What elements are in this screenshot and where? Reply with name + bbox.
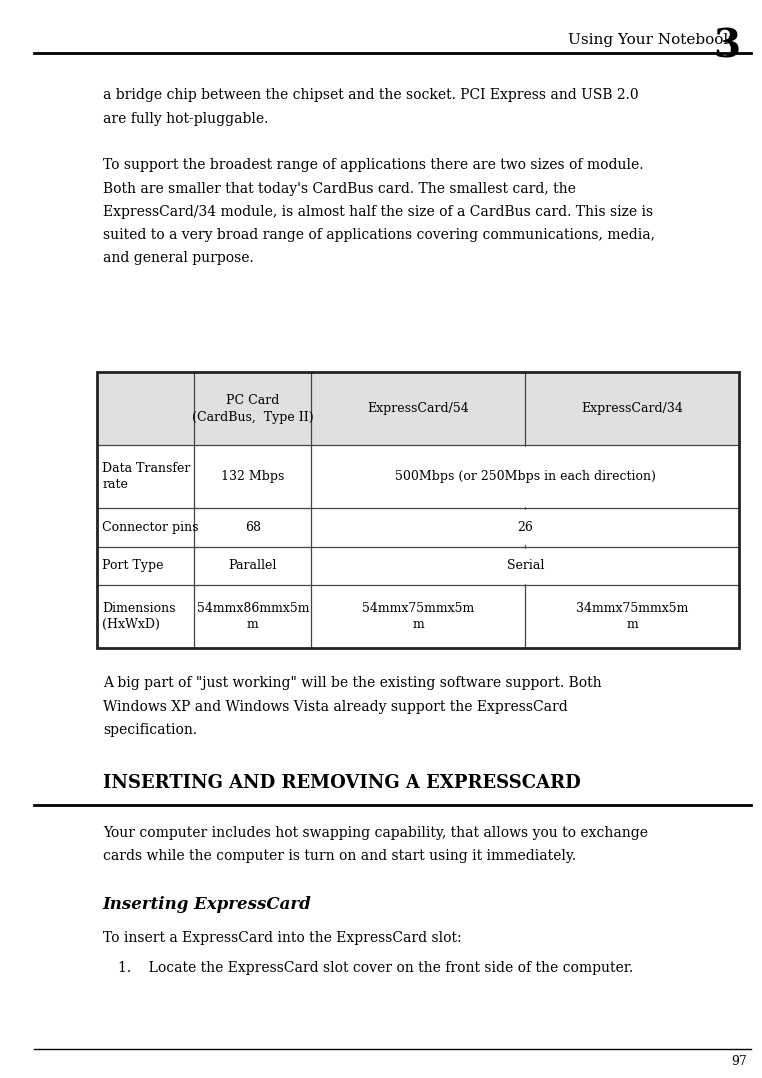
Bar bbox=[97, 372, 739, 648]
Text: Data Transfer
rate: Data Transfer rate bbox=[102, 461, 190, 492]
Text: PC Card
(CardBus,  Type II): PC Card (CardBus, Type II) bbox=[192, 393, 314, 424]
Text: Inserting ExpressCard: Inserting ExpressCard bbox=[103, 896, 312, 913]
Text: 500Mbps (or 250Mbps in each direction): 500Mbps (or 250Mbps in each direction) bbox=[395, 470, 655, 483]
Text: Using Your Notebook: Using Your Notebook bbox=[568, 33, 733, 46]
Text: cards while the computer is turn on and start using it immediately.: cards while the computer is turn on and … bbox=[103, 849, 576, 863]
Text: 68: 68 bbox=[245, 521, 261, 534]
Text: Connector pins: Connector pins bbox=[102, 521, 199, 534]
Text: 54mmx86mmx5m
m: 54mmx86mmx5m m bbox=[197, 602, 309, 632]
Text: 97: 97 bbox=[731, 1055, 747, 1068]
Text: Windows XP and Windows Vista already support the ExpressCard: Windows XP and Windows Vista already sup… bbox=[103, 700, 568, 714]
Text: Your computer includes hot swapping capability, that allows you to exchange: Your computer includes hot swapping capa… bbox=[103, 826, 648, 840]
Text: a bridge chip between the chipset and the socket. PCI Express and USB 2.0: a bridge chip between the chipset and th… bbox=[103, 88, 639, 102]
Text: Parallel: Parallel bbox=[229, 559, 277, 572]
Text: Port Type: Port Type bbox=[102, 559, 164, 572]
Text: ExpressCard/34: ExpressCard/34 bbox=[581, 402, 683, 415]
Text: 26: 26 bbox=[517, 521, 533, 534]
Text: ExpressCard/34 module, is almost half the size of a CardBus card. This size is: ExpressCard/34 module, is almost half th… bbox=[103, 205, 653, 219]
Text: 1.    Locate the ExpressCard slot cover on the front side of the computer.: 1. Locate the ExpressCard slot cover on … bbox=[118, 962, 633, 976]
Text: A big part of "just working" will be the existing software support. Both: A big part of "just working" will be the… bbox=[103, 676, 601, 690]
Text: 34mmx75mmx5m
m: 34mmx75mmx5m m bbox=[576, 602, 688, 632]
Text: Both are smaller that today's CardBus card. The smallest card, the: Both are smaller that today's CardBus ca… bbox=[103, 181, 576, 195]
Text: are fully hot-pluggable.: are fully hot-pluggable. bbox=[103, 111, 268, 125]
Bar bbox=[97, 372, 739, 445]
Text: 3: 3 bbox=[713, 27, 741, 66]
Text: To insert a ExpressCard into the ExpressCard slot:: To insert a ExpressCard into the Express… bbox=[103, 931, 462, 945]
Text: 132 Mbps: 132 Mbps bbox=[221, 470, 284, 483]
Text: Serial: Serial bbox=[507, 559, 544, 572]
Text: and general purpose.: and general purpose. bbox=[103, 251, 254, 265]
Text: specification.: specification. bbox=[103, 722, 197, 736]
Text: suited to a very broad range of applications covering communications, media,: suited to a very broad range of applicat… bbox=[103, 227, 655, 241]
Text: 54mmx75mmx5m
m: 54mmx75mmx5m m bbox=[362, 602, 475, 632]
Text: Dimensions
(HxWxD): Dimensions (HxWxD) bbox=[102, 602, 175, 632]
Text: To support the broadest range of applications there are two sizes of module.: To support the broadest range of applica… bbox=[103, 158, 643, 172]
Text: ExpressCard/54: ExpressCard/54 bbox=[367, 402, 469, 415]
Text: INSERTING AND REMOVING A EXPRESSCARD: INSERTING AND REMOVING A EXPRESSCARD bbox=[103, 774, 581, 792]
